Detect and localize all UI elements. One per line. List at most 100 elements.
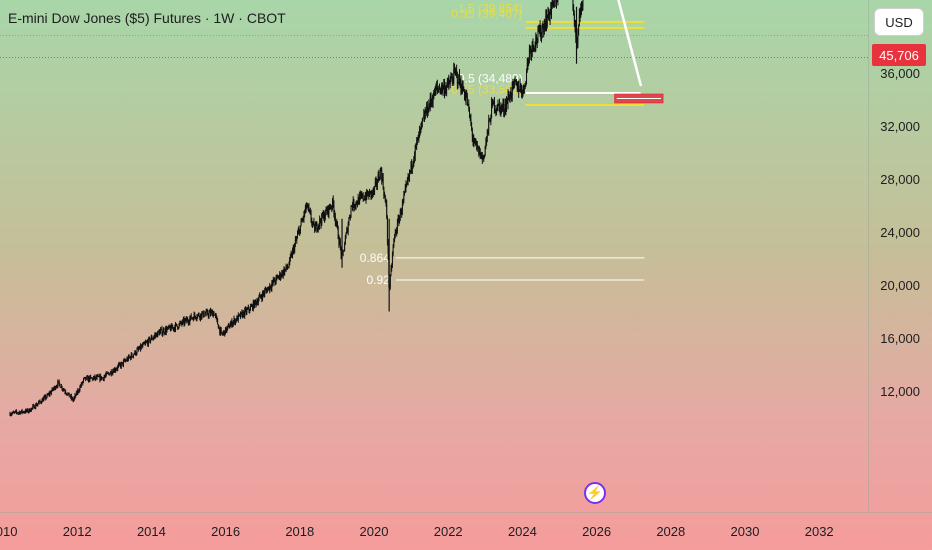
candle-body: [450, 77, 452, 81]
candle-body: [13, 412, 15, 413]
candle-body: [267, 288, 269, 293]
candle-body: [273, 278, 275, 283]
currency-button[interactable]: USD: [874, 8, 924, 36]
candle-body: [468, 104, 470, 108]
candle-body: [386, 204, 388, 218]
candle-body: [555, 0, 557, 3]
candle-body: [180, 321, 181, 324]
candle-body: [287, 267, 288, 269]
candle-body: [340, 246, 342, 256]
candle-body: [432, 98, 434, 104]
candle-body: [164, 333, 166, 334]
candle-body: [125, 360, 127, 362]
candle-body: [223, 330, 225, 333]
candle-body: [73, 399, 74, 401]
candle-body: [33, 405, 34, 407]
candle-body: [384, 195, 386, 197]
candle-body: [411, 165, 413, 170]
candle-body: [319, 218, 321, 226]
candle-body: [456, 70, 458, 74]
candle-body: [392, 246, 394, 255]
candle-body: [206, 310, 208, 312]
candle-body: [452, 80, 454, 83]
candle-body: [374, 182, 376, 187]
candle-body: [396, 221, 398, 231]
candle-body: [163, 329, 165, 334]
candle-body: [312, 221, 314, 223]
candle-body: [465, 95, 467, 100]
candle-body: [147, 338, 149, 345]
candle-body: [415, 144, 417, 146]
candle-body: [190, 315, 191, 319]
candle-body: [337, 222, 338, 228]
candle-body: [120, 364, 122, 367]
candle-body: [578, 26, 580, 33]
candle-body: [381, 177, 383, 181]
candle-body: [152, 338, 154, 340]
candle-body: [244, 309, 246, 310]
candle-body: [12, 411, 14, 414]
candle-body: [136, 349, 138, 354]
candle-body: [236, 316, 238, 322]
candle-body: [185, 318, 187, 322]
candle-body: [50, 392, 52, 394]
candle-body: [46, 394, 48, 398]
projection-line[interactable]: [602, 0, 642, 87]
candle-body: [139, 345, 141, 349]
candle-body: [82, 381, 84, 384]
candle-body: [147, 341, 149, 345]
candle-body: [279, 273, 281, 277]
candle-body: [364, 196, 366, 200]
candle-body: [353, 199, 355, 207]
candle-body: [349, 217, 351, 219]
candle-body: [201, 313, 203, 318]
candle-body: [40, 402, 42, 404]
candle-body: [324, 216, 326, 221]
candle-body: [38, 402, 39, 404]
candle-body: [264, 290, 266, 295]
candle-body: [426, 104, 428, 114]
candle-body: [28, 411, 29, 413]
candle-body: [36, 404, 38, 406]
candle-body: [405, 184, 407, 188]
candle-body: [200, 313, 201, 319]
candle-body: [199, 316, 201, 319]
candle-body: [152, 337, 154, 339]
candle-body: [491, 99, 493, 104]
candle-body: [135, 353, 137, 355]
candle-body: [64, 390, 66, 393]
lightning-icon[interactable]: ⚡: [584, 482, 606, 504]
candle-body: [210, 311, 211, 315]
candle-body: [471, 123, 473, 130]
candle-body: [102, 377, 104, 379]
candle-body: [126, 358, 128, 361]
candle-body: [203, 316, 205, 318]
candle-body: [265, 289, 267, 291]
candle-body: [48, 393, 50, 395]
candle-body: [252, 301, 254, 310]
candle-body: [359, 195, 361, 205]
candle-body: [304, 211, 306, 213]
candle-body: [108, 373, 109, 374]
candle-body: [366, 190, 368, 200]
candle-body: [204, 314, 206, 317]
candle-body: [325, 209, 327, 211]
candle-body: [50, 391, 52, 394]
candle-body: [548, 14, 550, 20]
candle-body: [257, 300, 259, 304]
candle-body: [321, 213, 323, 224]
candle-body: [348, 218, 350, 225]
candle-body: [437, 87, 439, 89]
candle-body: [111, 373, 113, 375]
candle-body: [122, 360, 124, 365]
candle-body: [179, 323, 181, 324]
candle-body: [438, 88, 440, 90]
candle-body: [62, 389, 64, 391]
candle-body: [486, 130, 488, 137]
candle-body: [302, 218, 304, 220]
candle-body: [215, 315, 217, 317]
candle-body: [145, 342, 147, 343]
candle-body: [264, 289, 266, 291]
candle-body: [272, 280, 274, 283]
